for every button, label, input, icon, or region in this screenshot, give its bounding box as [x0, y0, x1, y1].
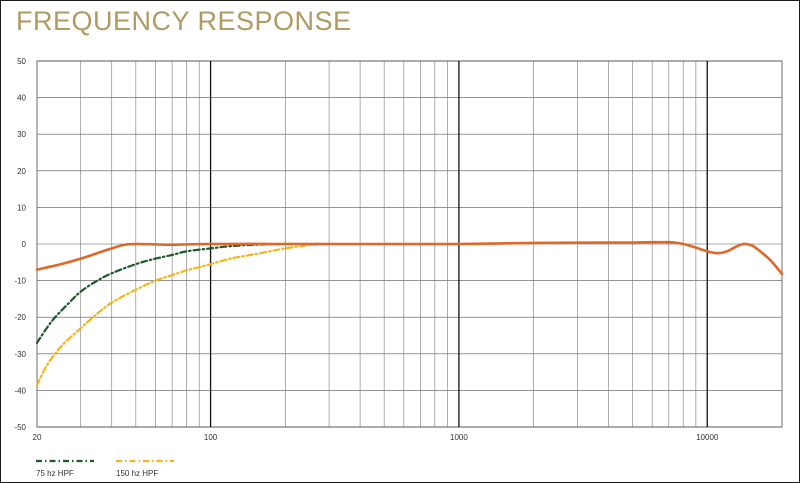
x-tick-label: 100 [204, 433, 218, 442]
series-line-150-hz-hpf [35, 242, 331, 387]
legend-label-150-hz-hpf: 150 hz HPF [116, 469, 158, 478]
series-line-response [35, 240, 784, 276]
series-lines [35, 240, 784, 387]
y-tick-label: -10 [14, 277, 26, 286]
y-tick-label: 0 [22, 240, 27, 249]
y-tick-label: 20 [17, 167, 26, 176]
chart-title: FREQUENCY RESPONSE [16, 6, 352, 36]
y-tick-label: -30 [14, 350, 26, 359]
x-tick-label: 1000 [450, 433, 468, 442]
y-tick-label: -50 [14, 423, 26, 432]
y-tick-label: -20 [14, 313, 26, 322]
x-tick-label: 10000 [696, 433, 719, 442]
y-tick-label: 50 [17, 57, 26, 66]
y-tick-label: 10 [17, 203, 26, 212]
x-tick-label: 20 [33, 433, 42, 442]
y-tick-label: -40 [14, 386, 26, 395]
y-tick-label: 40 [17, 94, 26, 103]
legend-label-75-hz-hpf: 75 hz HPF [36, 469, 74, 478]
y-tick-label: 30 [17, 130, 26, 139]
legend: 75 hz HPF 150 hz HPF [36, 459, 174, 478]
